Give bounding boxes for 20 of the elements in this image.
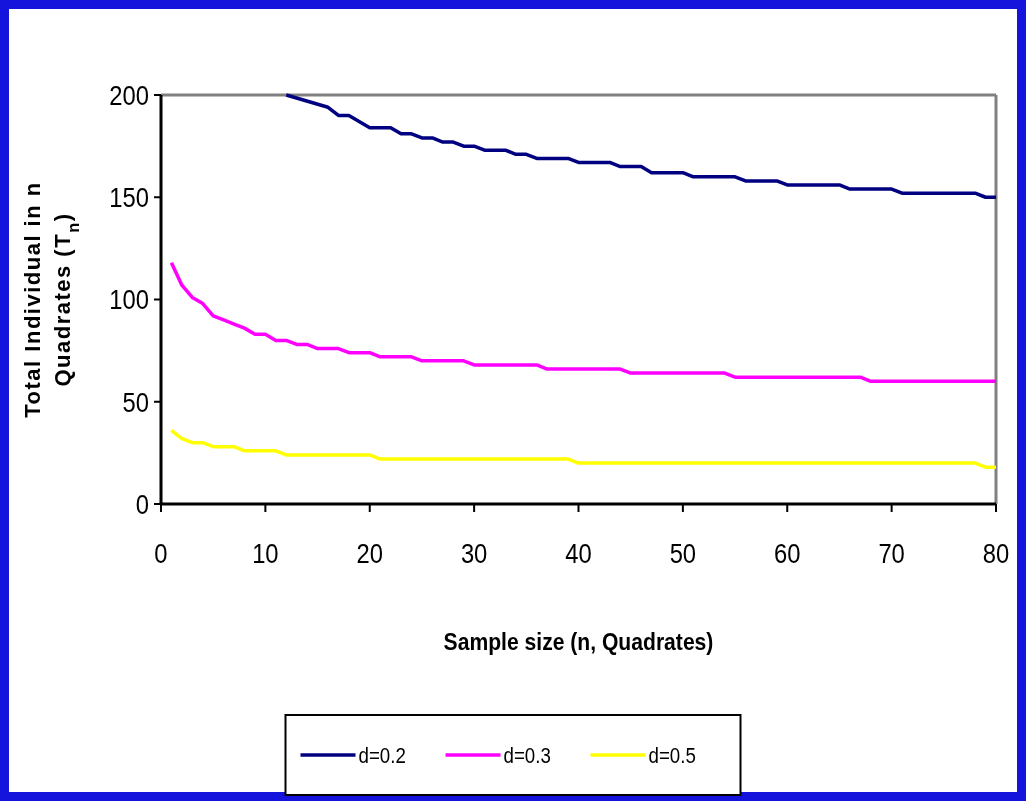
- x-axis-title: Sample size (n, Quadrates): [443, 628, 714, 656]
- line-series: [284, 93, 998, 199]
- x-tick-label: 40: [565, 537, 592, 570]
- legend-label: d=0.2: [358, 743, 406, 768]
- x-tick-label: 30: [460, 537, 488, 570]
- x-tick-label: 50: [669, 537, 697, 570]
- y-tick-label: 100: [109, 283, 149, 316]
- legend-label: d=0.3: [503, 743, 551, 768]
- x-tick-label: 70: [878, 537, 905, 570]
- y-tick-label: 50: [122, 385, 149, 419]
- y-tick-label: 200: [109, 78, 149, 112]
- x-tick-label: 80: [982, 537, 1010, 570]
- line-series: [169, 428, 998, 469]
- line-series: [169, 260, 998, 384]
- x-tick-label: 10: [252, 537, 279, 570]
- y-tick-label: 150: [109, 181, 149, 214]
- x-tick-label: 20: [356, 537, 383, 570]
- legend-label: d=0.5: [648, 743, 696, 768]
- x-tick-label: 60: [774, 537, 801, 570]
- y-tick-label: 0: [135, 487, 149, 521]
